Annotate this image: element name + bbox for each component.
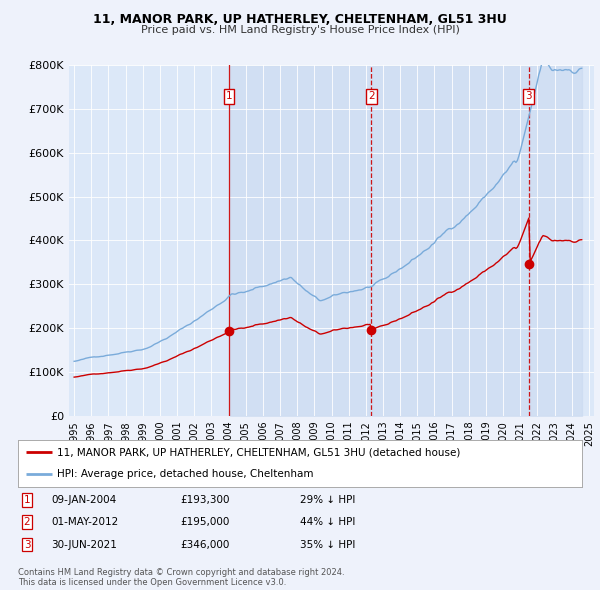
Text: 11, MANOR PARK, UP HATHERLEY, CHELTENHAM, GL51 3HU: 11, MANOR PARK, UP HATHERLEY, CHELTENHAM… — [93, 13, 507, 26]
Text: 1: 1 — [226, 91, 232, 101]
Text: 44% ↓ HPI: 44% ↓ HPI — [300, 517, 355, 527]
Text: Price paid vs. HM Land Registry's House Price Index (HPI): Price paid vs. HM Land Registry's House … — [140, 25, 460, 35]
Text: HPI: Average price, detached house, Cheltenham: HPI: Average price, detached house, Chel… — [58, 469, 314, 479]
Text: 3: 3 — [526, 91, 532, 101]
Text: 11, MANOR PARK, UP HATHERLEY, CHELTENHAM, GL51 3HU (detached house): 11, MANOR PARK, UP HATHERLEY, CHELTENHAM… — [58, 447, 461, 457]
Text: 09-JAN-2004: 09-JAN-2004 — [51, 495, 116, 504]
Text: £193,300: £193,300 — [180, 495, 229, 504]
Text: 3: 3 — [23, 540, 31, 549]
Text: 1: 1 — [23, 495, 31, 504]
Text: 30-JUN-2021: 30-JUN-2021 — [51, 540, 117, 549]
Text: 2: 2 — [23, 517, 31, 527]
Text: £195,000: £195,000 — [180, 517, 229, 527]
Text: 01-MAY-2012: 01-MAY-2012 — [51, 517, 118, 527]
Text: 35% ↓ HPI: 35% ↓ HPI — [300, 540, 355, 549]
Text: Contains HM Land Registry data © Crown copyright and database right 2024.
This d: Contains HM Land Registry data © Crown c… — [18, 568, 344, 587]
Text: £346,000: £346,000 — [180, 540, 229, 549]
Text: 2: 2 — [368, 91, 375, 101]
Text: 29% ↓ HPI: 29% ↓ HPI — [300, 495, 355, 504]
